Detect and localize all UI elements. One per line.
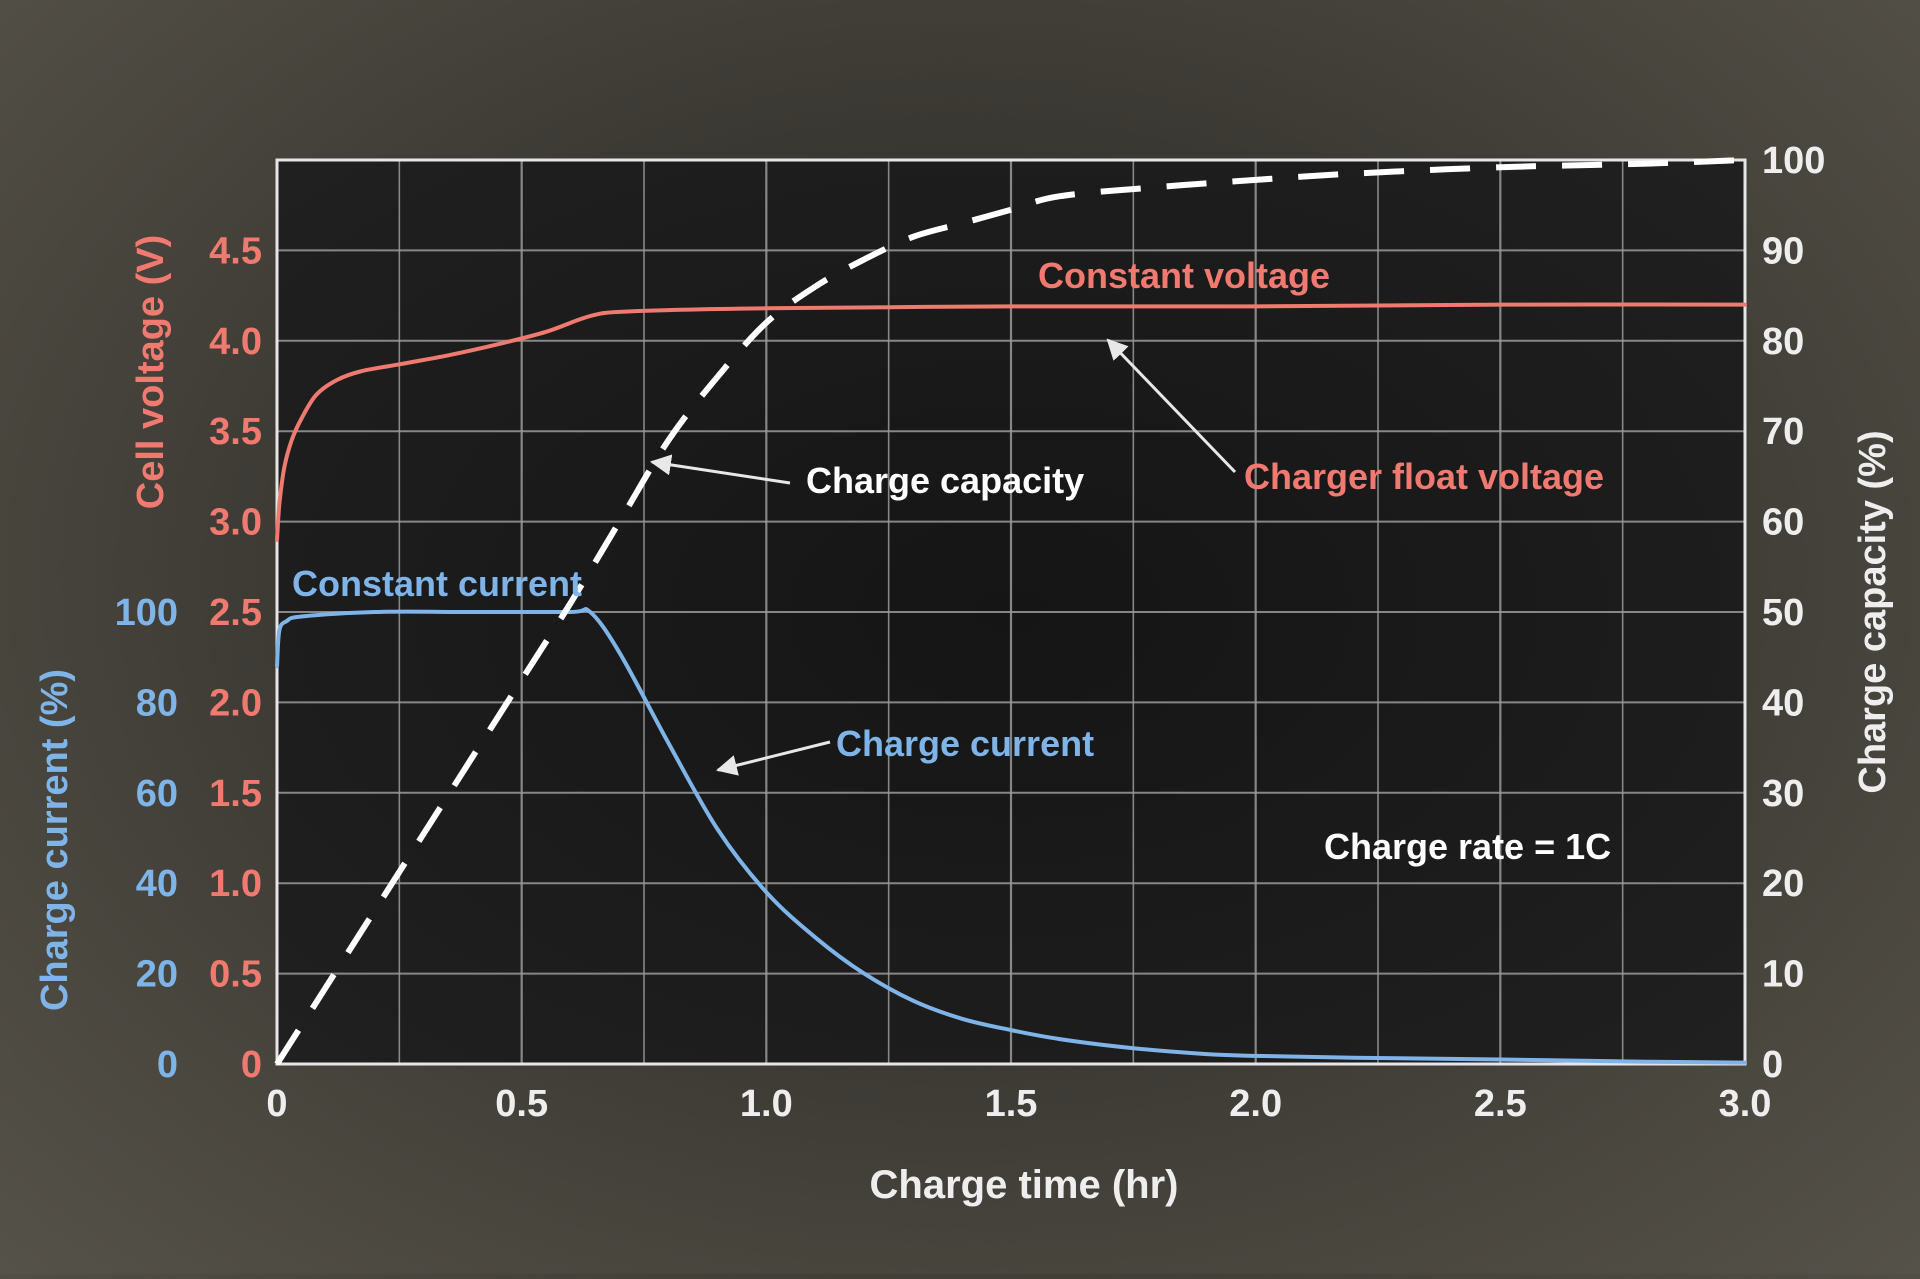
y-voltage-tick-label: 3.0 [209, 502, 262, 544]
tick-labels: 0 0.5 1.0 1.5 2.0 2.5 3.000.51.01.52.02.53.03.… [115, 140, 1826, 1125]
y-capacity-tick-label: 80 [1762, 321, 1804, 363]
arrow-charge-capacity [649, 454, 791, 485]
y-capacity-tick-label: 60 [1762, 502, 1804, 544]
y-voltage-tick-label: 4.5 [209, 230, 262, 272]
annotation-constant-voltage: Constant voltage [1038, 255, 1330, 296]
annotation-charge-current: Charge current [836, 723, 1094, 764]
x-tick-label: 3.0 [1719, 1083, 1772, 1125]
y-current-tick-label: 100 [115, 592, 178, 634]
series-line-voltage [275, 302, 1747, 542]
x-tick-label: 0 [266, 1083, 287, 1125]
y-current-tick-label: 20 [136, 954, 178, 996]
x-tick-label: 1.5 [985, 1083, 1038, 1125]
y-capacity-tick-label: 10 [1762, 954, 1804, 996]
x-tick-label: 2.0 [1229, 1083, 1282, 1125]
y-current-tick-label: 60 [136, 773, 178, 815]
y-voltage-tick-label: 2.0 [209, 682, 262, 724]
annotation-charger-float-voltage: Charger float voltage [1244, 456, 1604, 497]
annotation-charge-capacity: Charge capacity [806, 460, 1084, 501]
y-capacity-tick-label: 100 [1762, 140, 1825, 182]
y-voltage-tick-label: 2.5 [209, 592, 262, 634]
y-capacity-tick-label: 50 [1762, 592, 1804, 634]
y-voltage-tick-label: 0 [241, 1044, 262, 1086]
y-voltage-tick-label: 1.5 [209, 773, 262, 815]
y-capacity-tick-label: 40 [1762, 682, 1804, 724]
y-axis-voltage-title: Cell voltage (V) [130, 235, 172, 510]
y-voltage-tick-label: 4.0 [209, 321, 262, 363]
y-capacity-tick-label: 90 [1762, 230, 1804, 272]
y-current-tick-label: 40 [136, 863, 178, 905]
y-capacity-tick-label: 30 [1762, 773, 1804, 815]
y-voltage-tick-label: 0.5 [209, 954, 262, 996]
x-tick-label: 1.0 [740, 1083, 793, 1125]
arrow-charger-float-voltage [1106, 338, 1237, 474]
y-capacity-tick-label: 70 [1762, 411, 1804, 453]
y-capacity-tick-label: 20 [1762, 863, 1804, 905]
y-voltage-tick-label: 3.5 [209, 411, 262, 453]
y-current-tick-label: 0 [157, 1044, 178, 1086]
y-axis-current-title: Charge current (%) [34, 669, 76, 1011]
annotation-constant-current: Constant current [292, 563, 582, 604]
plot-frame [275, 158, 1747, 1066]
y-axis-capacity-title: Charge capacity (%) [1852, 430, 1894, 793]
series-layer [274, 157, 1747, 1066]
y-current-tick-label: 80 [136, 682, 178, 724]
y-voltage-tick-label: 1.0 [209, 863, 262, 905]
x-tick-label: 0.5 [495, 1083, 548, 1125]
x-tick-label: 2.5 [1474, 1083, 1527, 1125]
grid [275, 159, 1747, 1065]
y-capacity-tick-label: 0 [1762, 1044, 1783, 1086]
series-line-current [275, 607, 1747, 1065]
x-axis-title: Charge time (hr) [870, 1163, 1179, 1207]
series-line-capacity [274, 157, 1746, 1066]
annotation-charge-rate: Charge rate = 1C [1324, 826, 1611, 867]
arrow-charge-current [715, 740, 831, 776]
